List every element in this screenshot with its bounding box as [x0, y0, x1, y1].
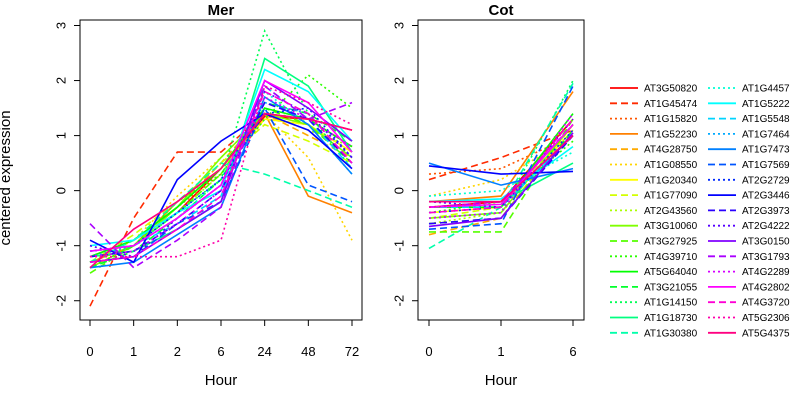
series-line	[428, 85, 574, 230]
series-line	[428, 124, 574, 208]
y-tick-label: 1	[53, 132, 68, 139]
legend-label: AT5G2306	[742, 313, 790, 324]
legend-label: AT3G21055	[644, 282, 698, 293]
legend-label: AT3G50820	[644, 84, 698, 95]
legend-label: AT2G2729	[742, 175, 790, 186]
legend-label: AT3G27925	[644, 237, 698, 248]
series-line	[428, 165, 574, 175]
series-line	[428, 124, 574, 219]
series-line	[89, 90, 353, 263]
y-tick-label: -1	[391, 240, 406, 252]
x-tick-label: 1	[130, 344, 137, 359]
series-line	[428, 162, 574, 186]
x-tick-label: 72	[345, 344, 359, 359]
x-tick-label: 48	[301, 344, 315, 359]
legend-label: AT4G3720	[742, 298, 790, 309]
panel-title: Mer	[208, 2, 235, 19]
y-axis-title: centered expression	[0, 110, 14, 245]
series-line	[89, 112, 353, 263]
legend-label: AT1G77090	[644, 191, 698, 202]
series-line	[90, 85, 353, 258]
legend-label: AT5G64040	[644, 267, 698, 278]
series-line	[428, 132, 574, 228]
series-line	[89, 112, 353, 263]
legend-label: AT1G15820	[644, 114, 698, 125]
series-line	[429, 118, 574, 233]
legend-label: AT1G45474	[644, 99, 698, 110]
legend-label: AT4G28750	[644, 145, 698, 156]
series-line	[89, 28, 353, 263]
y-tick-label: 0	[391, 187, 406, 194]
series-line	[89, 84, 353, 269]
legend-label: AT2G43560	[644, 206, 698, 217]
legend-label: AT3G1793	[742, 252, 790, 263]
series-line	[89, 112, 353, 263]
legend-label: AT4G2289	[742, 267, 790, 278]
x-tick-label: 0	[425, 344, 432, 359]
mer-panel: Mer -2 -1 0 1 2 3 0 1 2 6 24 48 72 Hour centered expres…	[0, 2, 363, 389]
series-line	[428, 134, 574, 175]
legend-label: AT1G18730	[644, 313, 698, 324]
x-tick-label: 0	[86, 344, 93, 359]
y-tick-label: 3	[391, 22, 406, 29]
x-tick-label: 6	[569, 344, 576, 359]
y-tick-label: -2	[53, 295, 68, 307]
legend-label: AT1G7464	[742, 129, 790, 140]
legend-label: AT1G08550	[644, 160, 698, 171]
y-tick-label: 2	[53, 77, 68, 84]
series-line	[89, 118, 353, 258]
legend-label: AT1G20340	[644, 175, 698, 186]
legend-label: AT1G30380	[644, 328, 698, 339]
legend-label: AT1G14150	[644, 298, 698, 309]
panel-title: Cot	[489, 2, 514, 19]
legend-label: AT2G3446	[742, 191, 790, 202]
y-tick-label: -1	[53, 240, 68, 252]
series-line	[428, 91, 574, 203]
legend-label: AT1G5222	[742, 99, 790, 110]
cot-panel: Cot -2 -1 0 1 2 3 0 1 6 Hour	[391, 2, 585, 389]
legend-label: AT3G0150	[742, 237, 790, 248]
legend-label: AT2G3973	[742, 206, 790, 217]
series-line	[428, 118, 574, 214]
series-line	[89, 123, 353, 263]
y-tick-label: 0	[53, 187, 68, 194]
plot-frame	[79, 19, 363, 321]
legend-label: AT2G4222	[742, 221, 790, 232]
series-line	[428, 113, 574, 219]
series-line	[89, 112, 353, 264]
legend-label: AT4G2802	[742, 282, 790, 293]
x-axis-title: Hour	[205, 372, 238, 389]
x-tick-label: 1	[497, 344, 504, 359]
legend-label: AT1G7473	[742, 145, 790, 156]
x-tick-label: 24	[257, 344, 271, 359]
legend-label: AT4G39710	[644, 252, 698, 263]
legend-label: AT5G4375	[742, 328, 790, 339]
x-axis-title: Hour	[485, 372, 518, 389]
legend-label: AT1G4457	[742, 84, 790, 95]
legend-label: AT1G7569	[742, 160, 790, 171]
y-tick-label: 3	[53, 22, 68, 29]
series-line	[89, 112, 353, 263]
y-tick-label: -2	[391, 295, 406, 307]
series-line	[428, 124, 574, 236]
y-tick-label: 1	[391, 132, 406, 139]
legend-label: AT3G10060	[644, 221, 698, 232]
series-line	[89, 96, 353, 258]
series-line	[89, 101, 353, 258]
series-line	[428, 129, 574, 181]
series-line	[429, 135, 574, 203]
legend: AT3G50820 AT1G45474 AT1G15820 AT1G52230 AT4G…	[610, 84, 790, 339]
x-tick-label: 2	[174, 344, 181, 359]
legend-label: AT1G52230	[644, 129, 698, 140]
y-tick-label: 2	[391, 77, 406, 84]
legend-label: AT1G5548	[742, 114, 790, 125]
series-line	[89, 112, 353, 269]
series-line	[89, 112, 353, 307]
x-tick-label: 6	[217, 344, 224, 359]
